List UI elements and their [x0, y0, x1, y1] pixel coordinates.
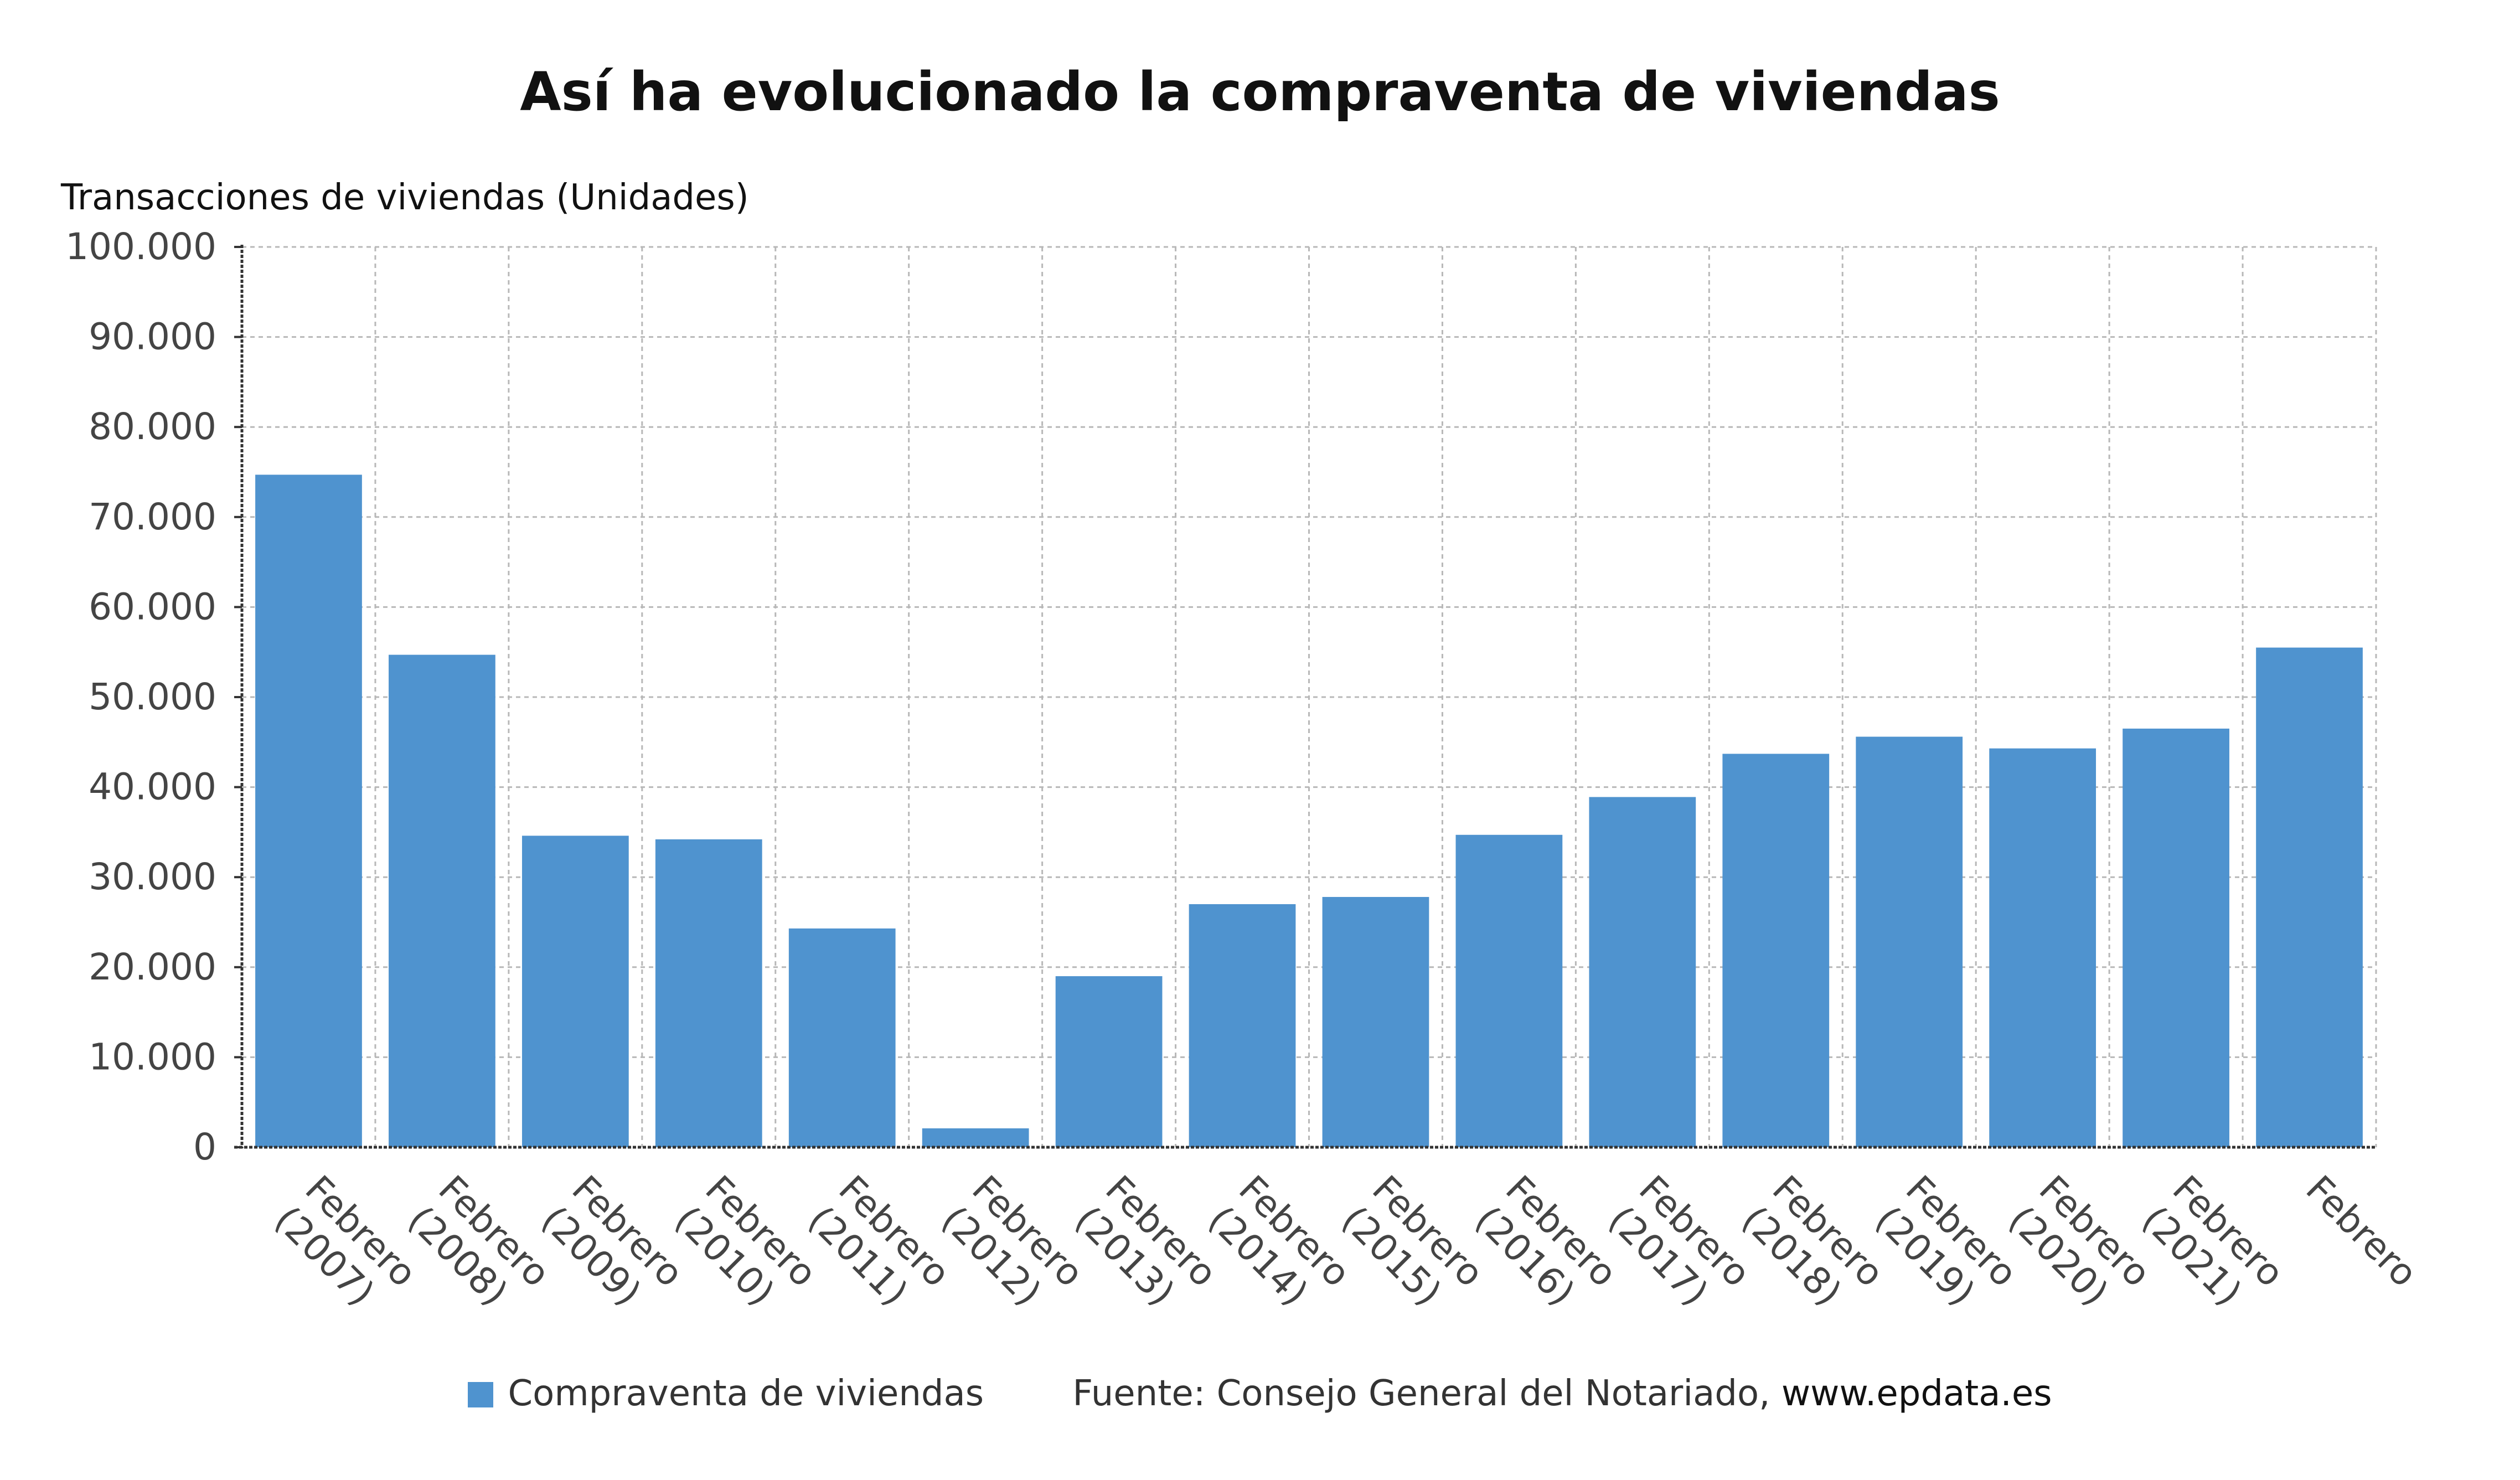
- legend-swatch: [468, 1382, 494, 1407]
- y-tick-label: 70.000: [89, 496, 216, 538]
- bars: [255, 475, 2363, 1148]
- x-tick-label: Febrero(2009): [533, 1167, 691, 1326]
- x-tick-label: Febrero(2007): [266, 1167, 425, 1326]
- source-text: Fuente: Consejo General del Notariado,: [1072, 1373, 1781, 1414]
- bar: [1722, 754, 1830, 1147]
- x-tick-label: Febrero(2021): [2134, 1167, 2292, 1326]
- bar: [1856, 736, 1963, 1147]
- x-tick-label: Febrero(2010): [667, 1167, 825, 1326]
- bar: [1989, 748, 2096, 1147]
- x-tick-label: Febrero(2012): [933, 1167, 1092, 1326]
- bar: [1189, 904, 1296, 1147]
- x-tick-label-line: Febrero: [2298, 1167, 2426, 1295]
- bar: [521, 836, 629, 1147]
- y-tick-label: 60.000: [89, 585, 216, 628]
- y-axis-title: Transacciones de viviendas (Unidades): [61, 177, 749, 218]
- x-tick-label: Febrero(2015): [1334, 1167, 1492, 1326]
- bar: [655, 839, 762, 1147]
- x-tick-labels: Febrero(2007) Febrero(2008) Febrero(2009) F…: [266, 1167, 2426, 1326]
- bar: [2123, 728, 2229, 1147]
- x-tick-label: Febrero(2014): [1200, 1167, 1359, 1326]
- y-tick-label: 10.000: [89, 1035, 216, 1078]
- axes: [234, 245, 2376, 1149]
- y-tick-label: 40.000: [89, 766, 216, 808]
- y-tick-label: 100.000: [65, 225, 216, 268]
- y-tick-label: 30.000: [89, 855, 216, 898]
- bar: [1589, 797, 1696, 1147]
- source-link[interactable]: www.epdata.es: [1781, 1373, 2052, 1414]
- legend-series-label: Compraventa de viviendas: [508, 1373, 984, 1414]
- x-tick-label: Febrero(2008): [400, 1167, 558, 1326]
- bar: [389, 654, 495, 1147]
- x-tick-label: Febrero(2013): [1067, 1167, 1225, 1326]
- x-tick-label: Febrero(2019): [1867, 1167, 2026, 1326]
- x-tick-label: Febrero(2020): [2001, 1167, 2159, 1326]
- bar: [922, 1128, 1029, 1147]
- x-tick-label: Febrero(2017): [1600, 1167, 1759, 1326]
- y-tick-label: 90.000: [89, 316, 216, 358]
- source-note: Fuente: Consejo General del Notariado, w…: [1072, 1373, 2052, 1414]
- bar: [1455, 834, 1563, 1147]
- chart-title: Así ha evolucionado la compraventa de vi…: [520, 61, 2000, 123]
- bar: [255, 475, 362, 1148]
- y-tick-label: 80.000: [89, 405, 216, 448]
- y-tick-label: 20.000: [89, 946, 216, 988]
- x-tick-label: Febrero(2018): [1734, 1167, 1892, 1326]
- y-tick-label: 50.000: [89, 675, 216, 718]
- bar: [1322, 896, 1429, 1147]
- bar: [1055, 976, 1163, 1147]
- x-tick-label: Febrero: [2298, 1167, 2426, 1295]
- y-tick-label: 0: [193, 1126, 216, 1168]
- grid-lines: [242, 246, 2377, 1147]
- x-tick-label: Febrero(2011): [800, 1167, 958, 1326]
- bar: [2256, 647, 2363, 1147]
- bar: [788, 928, 896, 1147]
- legend: Compraventa de viviendas Fuente: Consejo…: [0, 1373, 2520, 1414]
- x-tick-label: Febrero(2016): [1467, 1167, 1625, 1326]
- y-tick-labels: 0 10.000 20.000 30.000 40.000 50.000 60.000 70.…: [65, 225, 216, 1168]
